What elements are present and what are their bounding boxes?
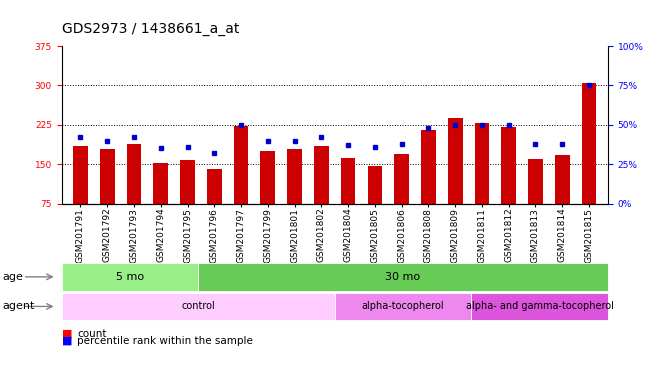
Text: control: control xyxy=(181,301,215,311)
Bar xyxy=(474,123,489,204)
Bar xyxy=(501,127,516,204)
Text: GDS2973 / 1438661_a_at: GDS2973 / 1438661_a_at xyxy=(62,23,239,36)
Bar xyxy=(341,158,356,204)
Bar xyxy=(287,149,302,204)
Text: age: age xyxy=(2,272,23,282)
Text: 5 mo: 5 mo xyxy=(116,272,144,282)
Bar xyxy=(448,118,463,204)
Text: alpha-tocopherol: alpha-tocopherol xyxy=(361,301,445,311)
Bar xyxy=(127,144,142,204)
Bar xyxy=(73,146,88,204)
Text: agent: agent xyxy=(2,301,34,311)
Bar xyxy=(207,169,222,204)
Bar xyxy=(421,130,436,204)
Bar xyxy=(582,83,597,204)
Bar xyxy=(180,160,195,204)
Text: 30 mo: 30 mo xyxy=(385,272,421,282)
Bar xyxy=(395,154,409,204)
Bar xyxy=(261,151,275,204)
Text: alpha- and gamma-tocopherol: alpha- and gamma-tocopherol xyxy=(465,301,614,311)
Text: percentile rank within the sample: percentile rank within the sample xyxy=(77,336,254,346)
Bar xyxy=(153,163,168,204)
Bar xyxy=(314,146,329,204)
Bar xyxy=(100,149,114,204)
Bar xyxy=(555,155,569,204)
Text: count: count xyxy=(77,329,107,339)
Bar xyxy=(367,166,382,204)
Text: ■: ■ xyxy=(62,329,72,339)
Text: ■: ■ xyxy=(62,336,72,346)
Bar xyxy=(528,159,543,204)
Bar xyxy=(234,126,248,204)
